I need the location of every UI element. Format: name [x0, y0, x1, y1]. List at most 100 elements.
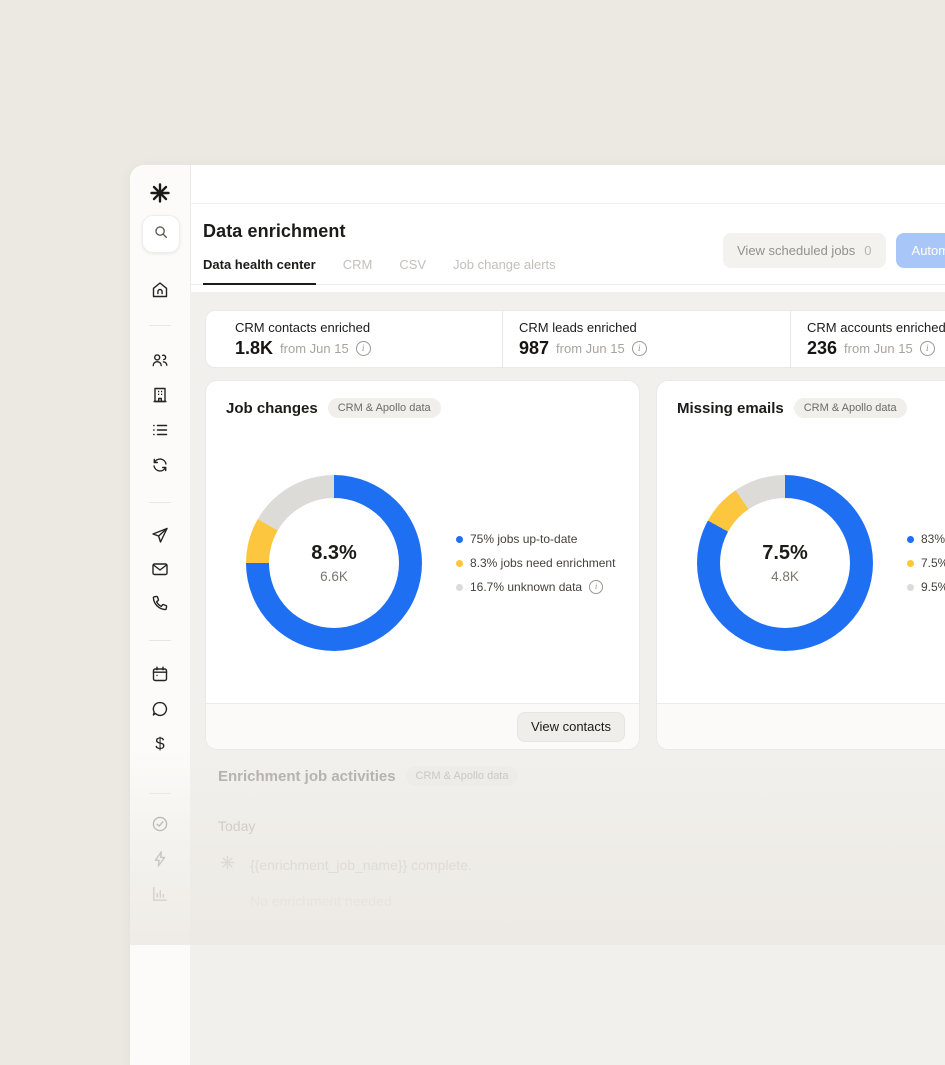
data-source-badge: CRM & Apollo data [327, 398, 441, 418]
stat-label: CRM leads enriched [519, 319, 637, 335]
tab-crm[interactable]: CRM [342, 257, 373, 272]
sidebar-item-lists[interactable] [150, 420, 170, 440]
tab-job-change-alerts[interactable]: Job change alerts [453, 257, 556, 272]
sidebar-divider [149, 502, 171, 503]
bar-chart-icon [150, 884, 170, 904]
sidebar-item-companies[interactable] [150, 385, 170, 405]
legend: 83% emails up-to-date 7.5% emails need e… [907, 532, 945, 594]
stat-value: 987 [519, 337, 550, 358]
donut-center-caption: 6.6K [320, 569, 348, 584]
activities-title: Enrichment job activities [218, 767, 396, 785]
building-icon [150, 385, 170, 405]
stat-crm-contacts-enriched: CRM contacts enriched 1.8K from Jun 15 i [206, 311, 502, 367]
data-source-badge: CRM & Apollo data [793, 398, 907, 418]
card-footer: View contacts [206, 703, 639, 749]
legend-label: 9.5% unknown data [921, 580, 945, 594]
stat-label: CRM accounts enriched [807, 319, 945, 335]
search-icon [152, 223, 170, 246]
sidebar-item-home[interactable] [150, 280, 170, 300]
search-button[interactable] [142, 215, 180, 253]
sidebar-item-deals[interactable]: $ [150, 734, 170, 754]
sidebar-item-enrichment[interactable] [150, 455, 170, 475]
sidebar-item-analytics[interactable] [150, 884, 170, 904]
enrichment-activities-section: Enrichment job activities CRM & Apollo d… [205, 766, 945, 909]
job-changes-donut-chart: 8.3% 6.6K [246, 475, 422, 651]
view-scheduled-jobs-button[interactable]: View scheduled jobs 0 [723, 233, 886, 268]
mail-icon [150, 559, 170, 579]
sidebar-item-sequences[interactable] [150, 525, 170, 545]
sidebar: $ [130, 165, 191, 1065]
sidebar-item-workflows[interactable] [150, 849, 170, 869]
legend-dot-blue [456, 535, 463, 543]
stat-crm-leads-enriched: CRM leads enriched 987 from Jun 15 i [502, 311, 790, 367]
sidebar-item-tasks[interactable] [150, 814, 170, 834]
info-icon[interactable]: i [631, 340, 647, 356]
stat-caption: from Jun 15 [280, 340, 349, 356]
activities-group-label: Today [218, 818, 256, 834]
people-icon [150, 350, 170, 370]
legend-dot-yellow [456, 559, 463, 567]
donut-center-caption: 4.8K [771, 569, 799, 584]
stat-value: 236 [807, 337, 838, 358]
page-title: Data enrichment [203, 221, 346, 241]
main-area: Data enrichment View scheduled jobs 0 Au… [190, 165, 945, 1065]
sidebar-item-people[interactable] [150, 350, 170, 370]
automate-enrichment-button[interactable]: Automate enrichment [895, 233, 945, 268]
card-title: Job changes [226, 399, 318, 417]
content-area: CRM contacts enriched 1.8K from Jun 15 i… [190, 292, 945, 1065]
legend-dot-blue [907, 535, 914, 543]
cards-row: Job changes CRM & Apollo data 8.3% 6.6K … [205, 380, 945, 750]
tab-data-health-center[interactable]: Data health center [203, 257, 316, 285]
sidebar-item-conversations[interactable] [150, 699, 170, 719]
card-title: Missing emails [677, 399, 784, 417]
data-source-badge: CRM & Apollo data [405, 766, 519, 786]
tab-csv[interactable]: CSV [399, 257, 427, 272]
stats-card: CRM contacts enriched 1.8K from Jun 15 i… [205, 310, 945, 368]
app-logo-asterisk-icon[interactable] [149, 182, 171, 204]
top-strip [190, 165, 945, 204]
info-icon[interactable]: i [589, 580, 604, 594]
lightning-icon [150, 849, 170, 869]
activity-text: {{enrichment_job_name}} complete. [250, 857, 472, 873]
stat-caption: from Jun 15 [844, 340, 913, 356]
stat-label: CRM contacts enriched [235, 319, 371, 335]
sidebar-item-emails[interactable] [150, 559, 170, 579]
sidebar-item-meetings[interactable] [150, 664, 170, 684]
legend-dot-gray [907, 583, 914, 591]
view-contacts-button[interactable]: View contacts [517, 711, 625, 742]
legend-label: 75% jobs up-to-date [470, 532, 578, 546]
legend-dot-yellow [907, 559, 914, 567]
missing-emails-card: Missing emails CRM & Apollo data 7.5% 4.… [656, 380, 945, 750]
stat-value: 1.8K [235, 337, 274, 358]
activity-item: {{enrichment_job_name}} complete. [218, 853, 945, 877]
legend-item: 7.5% emails need enrichment [907, 556, 945, 570]
donut-center-value: 8.3% [311, 542, 357, 564]
legend-item: 16.7% unknown data i [456, 580, 615, 594]
view-scheduled-jobs-label: View scheduled jobs [737, 243, 856, 258]
legend: 75% jobs up-to-date 8.3% jobs need enric… [456, 532, 615, 594]
info-icon[interactable]: i [355, 340, 371, 356]
legend-label: 83% emails up-to-date [921, 532, 945, 546]
job-changes-card: Job changes CRM & Apollo data 8.3% 6.6K … [205, 380, 640, 750]
sidebar-divider [149, 325, 171, 326]
enrichment-job-icon [218, 853, 237, 877]
card-footer: View contacts [657, 703, 945, 749]
calendar-icon [150, 664, 170, 684]
check-circle-icon [150, 814, 170, 834]
legend-dot-gray [456, 583, 463, 591]
legend-label: 8.3% jobs need enrichment [470, 556, 616, 570]
phone-icon [150, 593, 170, 613]
sidebar-item-calls[interactable] [150, 593, 170, 613]
info-icon[interactable]: i [919, 340, 935, 356]
header-actions: View scheduled jobs 0 Automate enrichmen… [723, 233, 945, 268]
sidebar-divider [149, 793, 171, 794]
legend-item: 83% emails up-to-date [907, 532, 945, 546]
legend-item: 75% jobs up-to-date [456, 532, 615, 546]
missing-emails-donut-chart: 7.5% 4.8K [697, 475, 873, 651]
home-icon [150, 280, 170, 300]
chat-bubble-icon [150, 699, 170, 719]
sidebar-divider [149, 640, 171, 641]
legend-label: 16.7% unknown data [470, 580, 583, 594]
legend-item: 9.5% unknown data i [907, 580, 945, 594]
donut-center-value: 7.5% [762, 542, 808, 564]
